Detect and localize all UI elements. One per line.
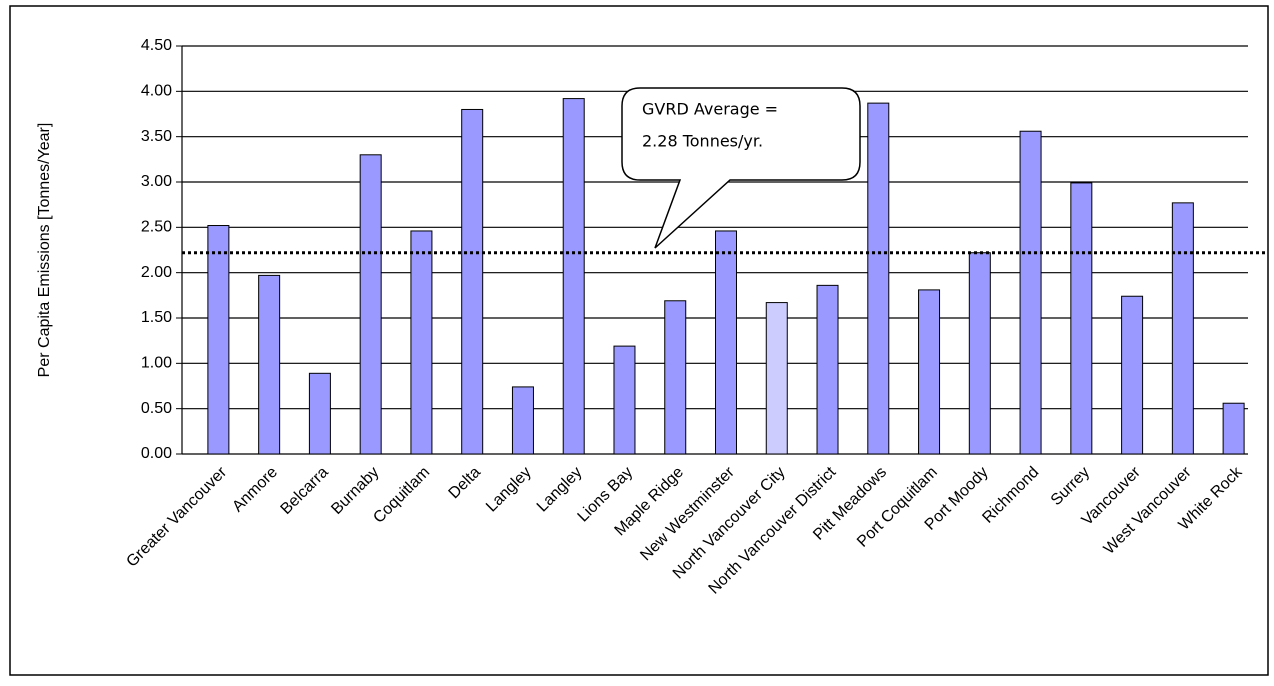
bar (1171, 202, 1194, 455)
y-tick-label: 3.00 (141, 173, 172, 190)
bar (613, 345, 636, 455)
y-tick-label: 0.50 (141, 400, 172, 417)
y-tick-label: 4.00 (141, 83, 172, 100)
y-tick-label: 0.00 (141, 445, 172, 462)
bar (1222, 402, 1245, 455)
y-tick-label: 4.50 (141, 37, 172, 54)
callout-text: GVRD Average = (642, 100, 778, 119)
bar (359, 154, 382, 455)
bar (918, 289, 941, 455)
bar (765, 302, 788, 455)
bar (562, 98, 585, 455)
bar (1019, 130, 1042, 455)
bar (410, 230, 433, 455)
bar (308, 372, 331, 455)
y-axis-label: Per Capita Emissions [Tonnes/Year] (36, 123, 53, 378)
callout: GVRD Average = 2.28 Tonnes/yr. (621, 87, 861, 249)
y-tick-label: 2.00 (141, 264, 172, 281)
bar (511, 386, 534, 455)
bar (715, 230, 737, 455)
bar (816, 284, 839, 455)
y-tick-label: 1.50 (141, 309, 172, 326)
bar (867, 102, 890, 455)
bar (1121, 295, 1144, 455)
callout-text: 2.28 Tonnes/yr. (642, 132, 763, 151)
bar (207, 225, 230, 455)
bar (258, 274, 281, 455)
bar (1070, 182, 1093, 455)
y-tick-label: 3.50 (141, 128, 172, 145)
callout-box (621, 87, 861, 249)
y-tick-label: 2.50 (141, 219, 172, 236)
bar (461, 108, 484, 455)
bar (664, 300, 687, 455)
bar (968, 252, 991, 455)
y-tick-label: 1.00 (141, 355, 172, 372)
